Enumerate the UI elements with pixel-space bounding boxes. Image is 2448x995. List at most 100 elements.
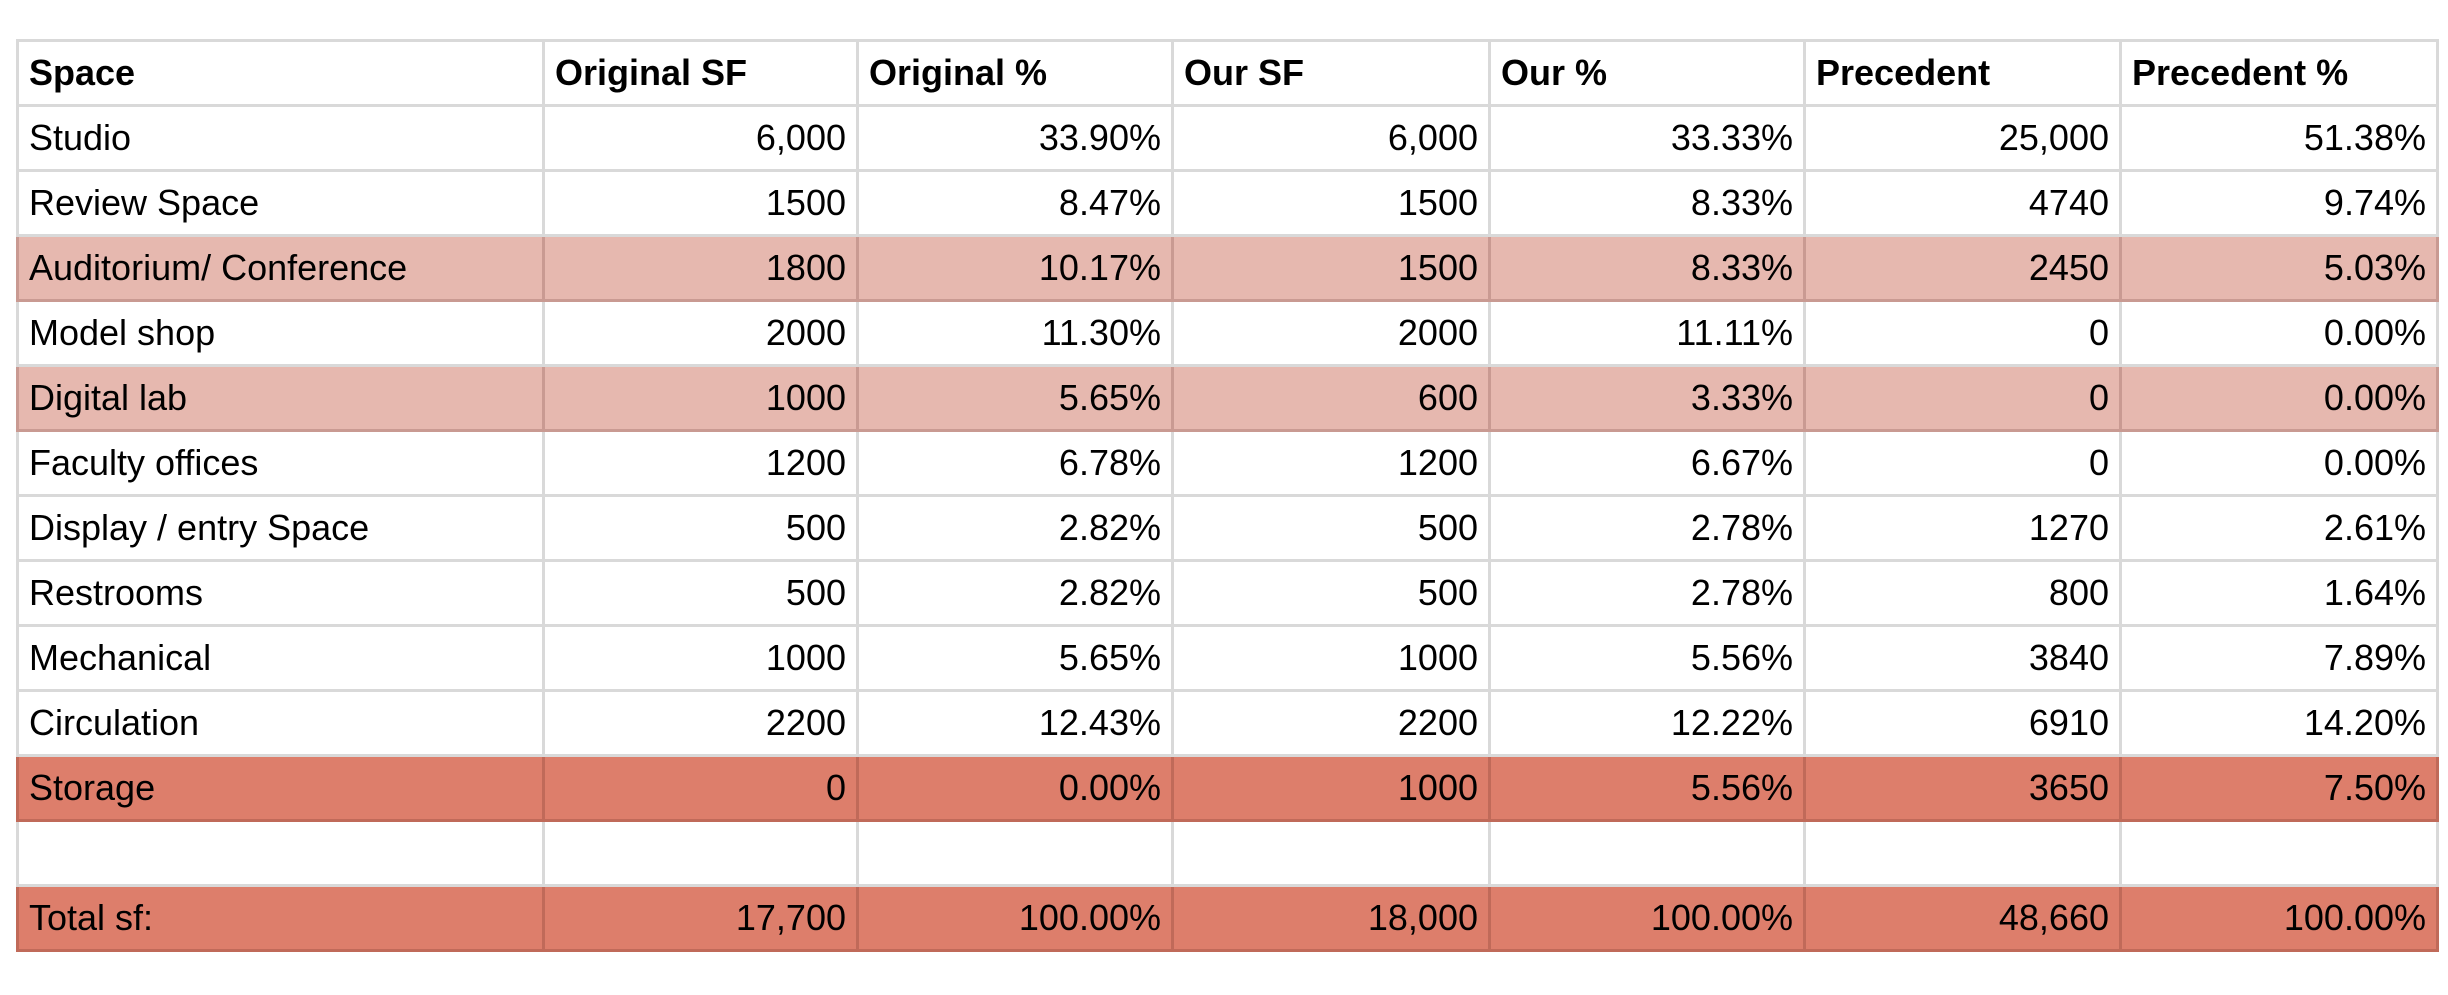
cell: 800 [1803, 559, 2122, 627]
row-label: Total sf: [16, 884, 545, 952]
cell: 8.33% [1488, 169, 1806, 237]
cell: 6,000 [542, 104, 859, 172]
cell: 1000 [542, 624, 859, 692]
column-header: Space [16, 39, 545, 107]
cell: 51.38% [2119, 104, 2439, 172]
cell [856, 819, 1174, 887]
cell: 11.11% [1488, 299, 1806, 367]
cell: 1800 [542, 234, 859, 302]
cell [2119, 819, 2439, 887]
cell: 4740 [1803, 169, 2122, 237]
cell: 0 [1803, 299, 2122, 367]
cell: 2.78% [1488, 559, 1806, 627]
cell: 12.22% [1488, 689, 1806, 757]
row-label: Storage [16, 754, 545, 822]
table-row: Digital lab 1000 5.65% 600 3.33% 0 0.00% [16, 364, 2439, 432]
cell: 5.56% [1488, 624, 1806, 692]
cell: 5.65% [856, 364, 1174, 432]
cell: 3.33% [1488, 364, 1806, 432]
cell: 6,000 [1171, 104, 1491, 172]
cell: 6910 [1803, 689, 2122, 757]
cell: 2.82% [856, 494, 1174, 562]
cell: 1500 [1171, 169, 1491, 237]
table-row: Auditorium/ Conference 1800 10.17% 1500 8.33… [16, 234, 2439, 302]
row-label: Review Space [16, 169, 545, 237]
cell: 500 [542, 494, 859, 562]
cell: 2000 [542, 299, 859, 367]
column-header: Precedent [1803, 39, 2122, 107]
row-label: Display / entry Space [16, 494, 545, 562]
cell: 0.00% [2119, 429, 2439, 497]
cell: 1500 [1171, 234, 1491, 302]
cell: 500 [542, 559, 859, 627]
cell: 2200 [1171, 689, 1491, 757]
cell: 7.89% [2119, 624, 2439, 692]
cell: 25,000 [1803, 104, 2122, 172]
cell: 1.64% [2119, 559, 2439, 627]
cell: 3650 [1803, 754, 2122, 822]
cell: 8.33% [1488, 234, 1806, 302]
cell: 2450 [1803, 234, 2122, 302]
cell: 10.17% [856, 234, 1174, 302]
cell: 100.00% [2119, 884, 2439, 952]
row-label: Restrooms [16, 559, 545, 627]
column-header: Our % [1488, 39, 1806, 107]
cell: 0.00% [2119, 299, 2439, 367]
cell: 2.78% [1488, 494, 1806, 562]
cell [542, 819, 859, 887]
column-header: Our SF [1171, 39, 1491, 107]
total-row: Total sf: 17,700 100.00% 18,000 100.00% 48,66… [16, 884, 2439, 952]
table-row: Circulation 2200 12.43% 2200 12.22% 6910 14.20… [16, 689, 2439, 757]
cell: 48,660 [1803, 884, 2122, 952]
table-row: Review Space 1500 8.47% 1500 8.33% 4740 9.74% [16, 169, 2439, 237]
table-row: Mechanical 1000 5.65% 1000 5.56% 3840 7.89% [16, 624, 2439, 692]
cell: 0.00% [856, 754, 1174, 822]
cell: 5.65% [856, 624, 1174, 692]
cell: 100.00% [856, 884, 1174, 952]
cell: 33.90% [856, 104, 1174, 172]
column-header: Original % [856, 39, 1174, 107]
cell: 5.03% [2119, 234, 2439, 302]
row-label: Auditorium/ Conference [16, 234, 545, 302]
cell: 1270 [1803, 494, 2122, 562]
cell: 100.00% [1488, 884, 1806, 952]
cell: 7.50% [2119, 754, 2439, 822]
table-row: Display / entry Space 500 2.82% 500 2.78% 127… [16, 494, 2439, 562]
row-label [16, 819, 545, 887]
column-header: Original SF [542, 39, 859, 107]
cell: 0 [542, 754, 859, 822]
cell: 1500 [542, 169, 859, 237]
cell: 500 [1171, 494, 1491, 562]
cell: 3840 [1803, 624, 2122, 692]
cell: 2.82% [856, 559, 1174, 627]
cell: 0 [1803, 429, 2122, 497]
empty-row [16, 819, 2439, 887]
row-label: Mechanical [16, 624, 545, 692]
cell: 1200 [542, 429, 859, 497]
cell: 5.56% [1488, 754, 1806, 822]
cell: 17,700 [542, 884, 859, 952]
cell: 1200 [1171, 429, 1491, 497]
cell: 2200 [542, 689, 859, 757]
cell: 11.30% [856, 299, 1174, 367]
cell: 9.74% [2119, 169, 2439, 237]
row-label: Circulation [16, 689, 545, 757]
cell: 1000 [1171, 624, 1491, 692]
cell: 0 [1803, 364, 2122, 432]
column-header: Precedent % [2119, 39, 2439, 107]
cell: 6.78% [856, 429, 1174, 497]
cell: 12.43% [856, 689, 1174, 757]
cell: 2000 [1171, 299, 1491, 367]
cell: 2.61% [2119, 494, 2439, 562]
cell: 6.67% [1488, 429, 1806, 497]
cell: 8.47% [856, 169, 1174, 237]
cell: 0.00% [2119, 364, 2439, 432]
cell: 33.33% [1488, 104, 1806, 172]
cell: 18,000 [1171, 884, 1491, 952]
cell [1488, 819, 1806, 887]
row-label: Model shop [16, 299, 545, 367]
cell: 14.20% [2119, 689, 2439, 757]
header-row: Space Original SF Original % Our SF Our % Pre… [16, 39, 2439, 107]
table-row: Model shop 2000 11.30% 2000 11.11% 0 0.00% [16, 299, 2439, 367]
